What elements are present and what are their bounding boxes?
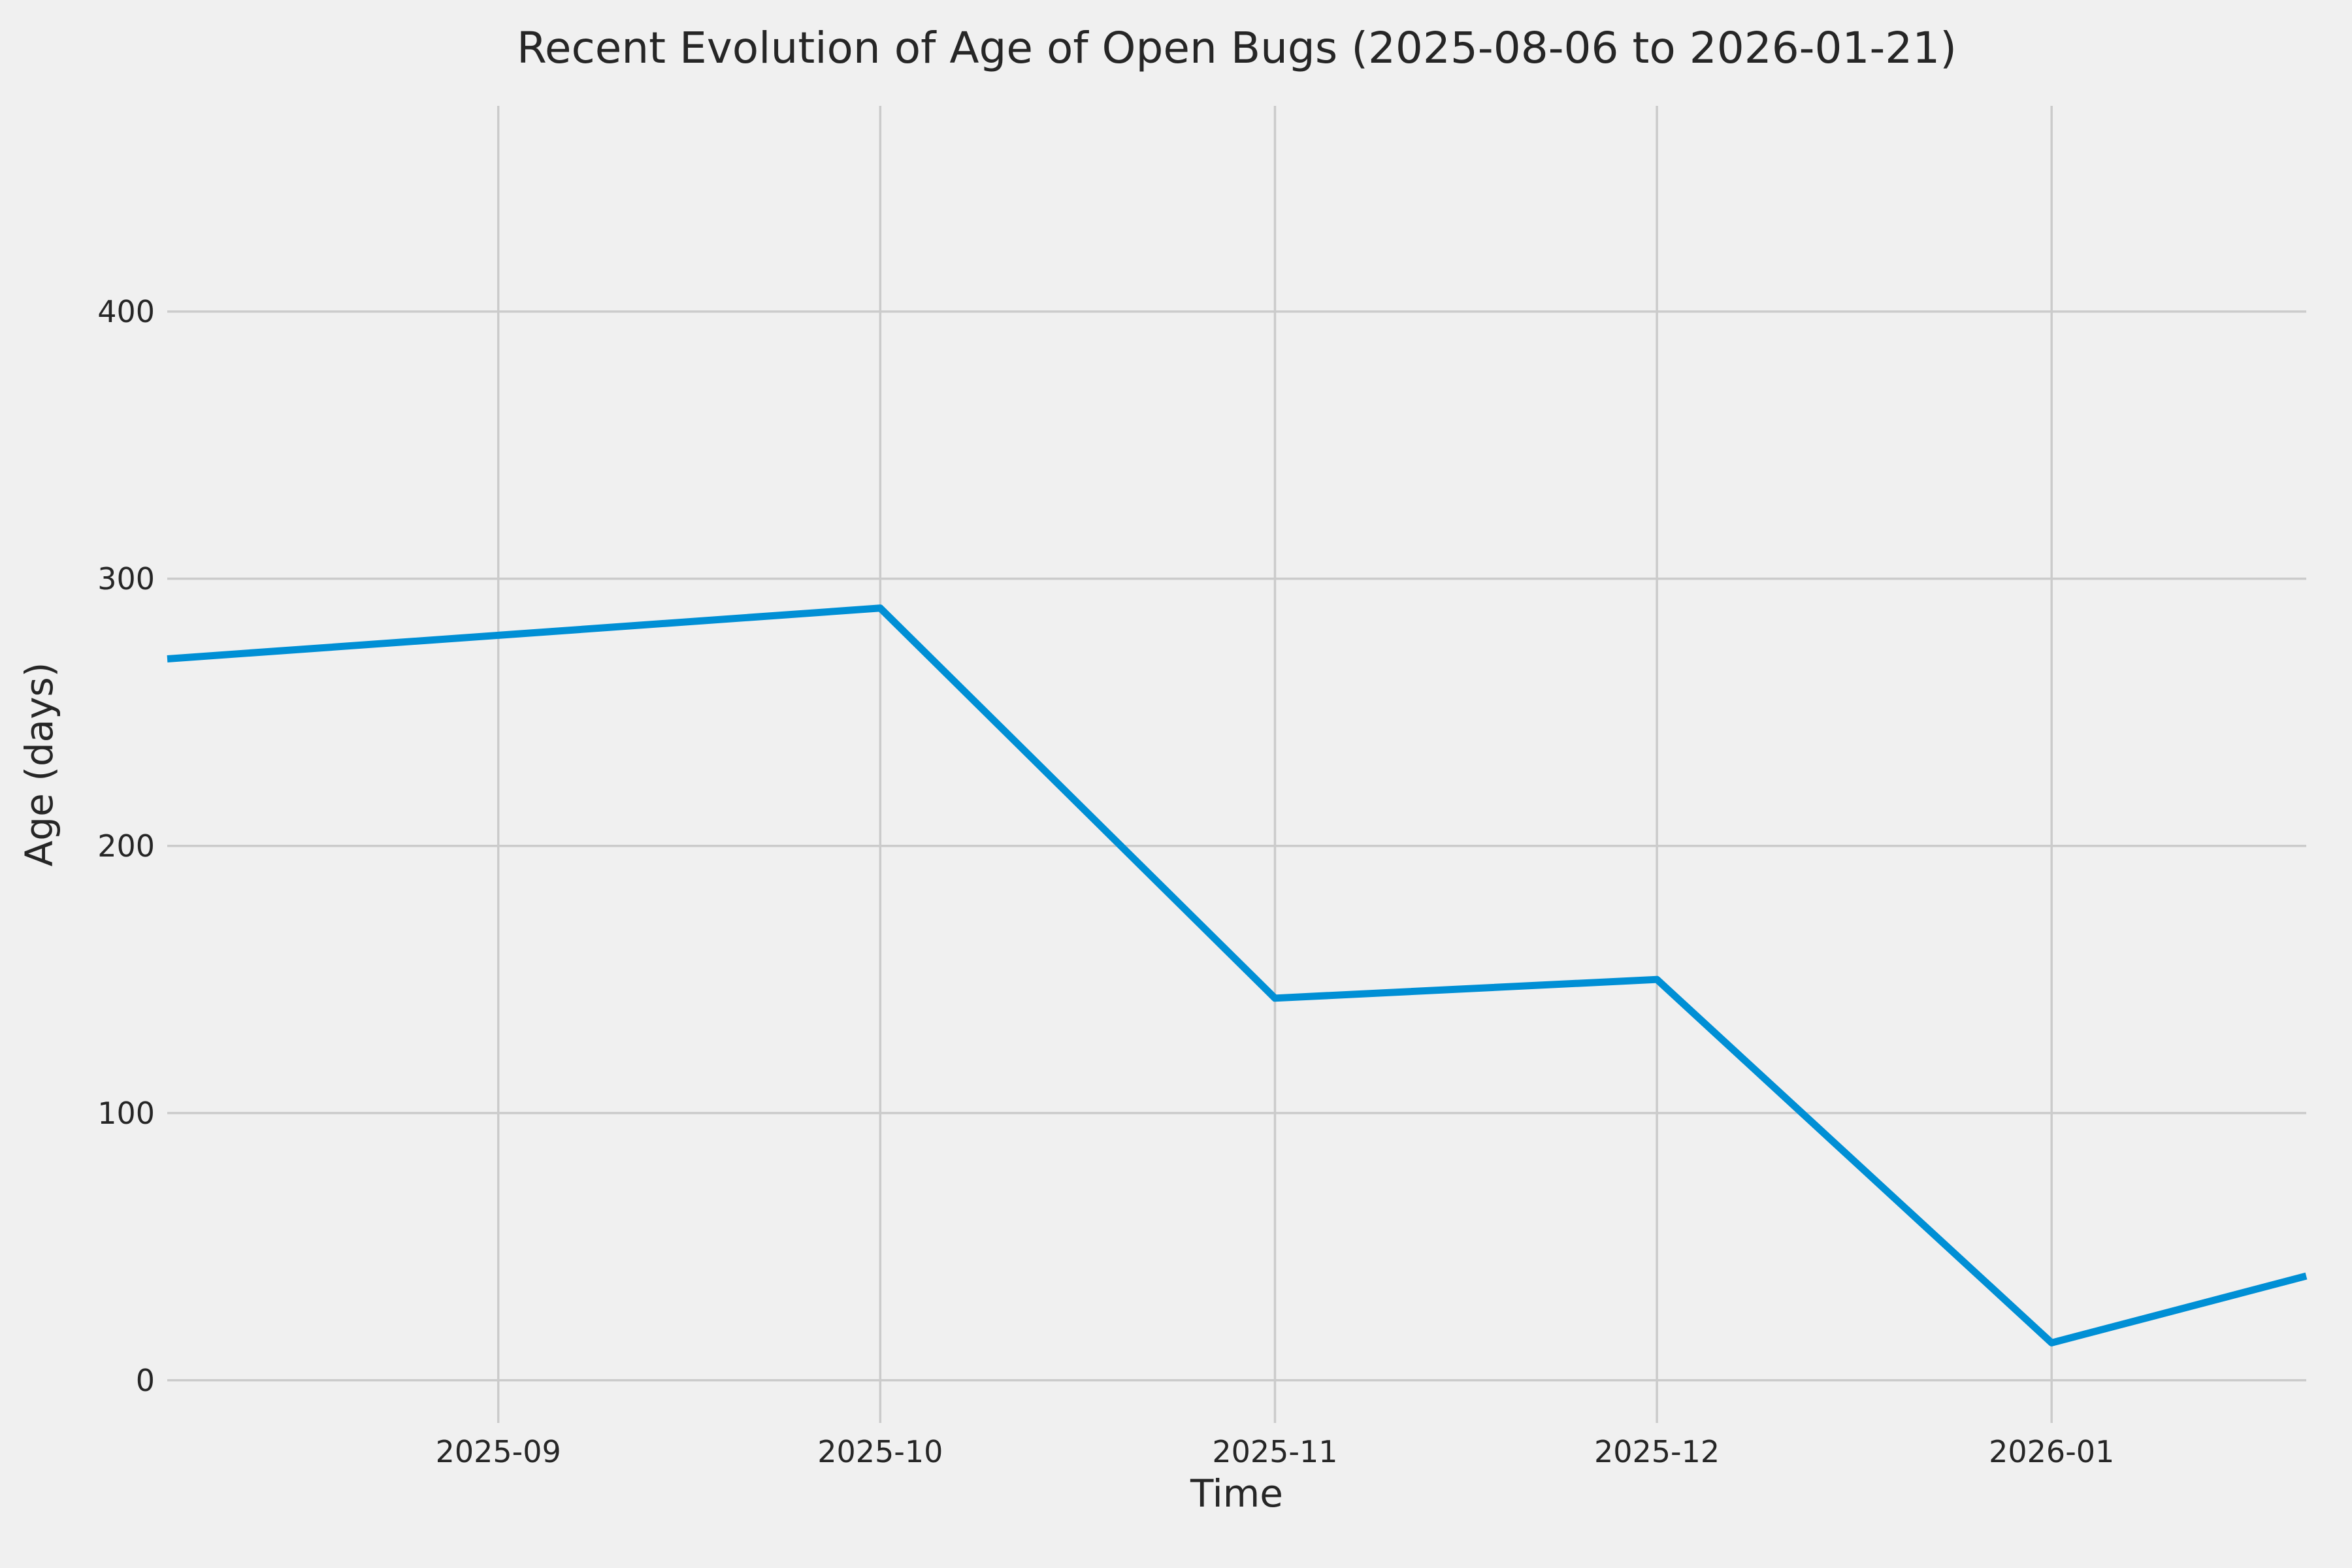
y-tick-label: 400 [97,293,155,329]
y-tick-label: 0 [135,1362,155,1398]
chart-title: Recent Evolution of Age of Open Bugs (20… [516,23,1957,73]
x-tick-label: 2025-10 [817,1434,943,1469]
x-tick-label: 2026-01 [1989,1434,2115,1469]
x-axis-label: Time [1190,1471,1283,1516]
y-tick-label: 300 [97,561,155,596]
y-tick-label: 200 [97,828,155,864]
x-tick-label: 2025-12 [1593,1434,1720,1469]
x-tick-label: 2025-11 [1212,1434,1338,1469]
x-tick-label: 2025-09 [435,1434,561,1469]
y-tick-label: 100 [97,1095,155,1131]
data-line-age-of-open-bugs [167,604,2308,1347]
